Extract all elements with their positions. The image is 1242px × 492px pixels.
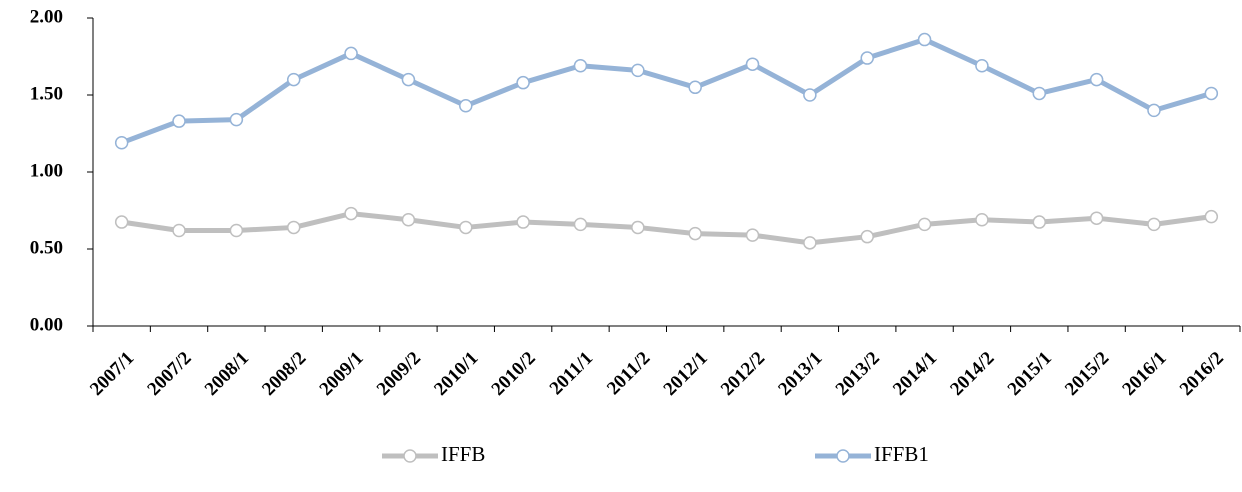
x-tick-label: 2008/2 [258, 348, 310, 400]
point [516, 215, 530, 229]
x-tick-label: 2015/1 [1004, 348, 1056, 400]
point [803, 88, 817, 102]
point [1089, 211, 1104, 225]
point [917, 32, 932, 47]
point [459, 99, 473, 113]
x-tick-label: 2015/2 [1061, 348, 1113, 400]
x-tick-label: 2007/2 [143, 348, 195, 400]
x-tick-label: 2014/2 [946, 348, 998, 400]
x-tick-label: 2012/1 [660, 348, 712, 400]
x-tick-label: 2007/1 [86, 348, 138, 400]
point [1204, 209, 1219, 224]
point [516, 75, 530, 90]
point [573, 58, 588, 73]
x-tick-label: 2010/1 [430, 348, 482, 400]
point [459, 220, 473, 235]
y-tick-label: 2.00 [30, 6, 63, 27]
x-tick-label: 2013/2 [832, 348, 884, 400]
point [229, 112, 244, 127]
y-tick-label: 0.50 [30, 237, 63, 258]
point [688, 80, 702, 95]
series-line [120, 37, 1213, 146]
x-tick-label: 2016/2 [1176, 348, 1228, 400]
x-tick-label: 2010/2 [488, 348, 540, 400]
point [745, 228, 760, 242]
point [860, 51, 874, 65]
point [172, 114, 186, 128]
x-tick-label: 2011/1 [546, 348, 597, 399]
point [803, 236, 817, 250]
x-tick-label: 2014/1 [889, 348, 941, 400]
point [114, 215, 129, 229]
point [401, 72, 416, 87]
series-line [121, 211, 1212, 246]
point [114, 135, 129, 150]
point [172, 223, 186, 238]
point [344, 206, 358, 221]
point [688, 226, 702, 241]
legend-label: IFFB [441, 442, 485, 466]
point [573, 217, 588, 232]
y-tick-label: 0.00 [30, 314, 63, 335]
x-tick-label: 2016/1 [1118, 348, 1170, 400]
point [631, 220, 645, 235]
legend-marker [403, 449, 417, 463]
point [1147, 217, 1161, 232]
point [344, 46, 358, 61]
point [401, 212, 416, 227]
point [631, 63, 645, 78]
point [1032, 86, 1047, 101]
x-tick-label: 2012/2 [717, 348, 769, 400]
point [1147, 103, 1161, 118]
point [860, 229, 874, 244]
point [1089, 72, 1104, 87]
point [1032, 215, 1047, 229]
point [286, 220, 301, 235]
y-tick-label: 1.00 [30, 160, 63, 181]
y-tick-label: 1.50 [30, 83, 63, 104]
legend-marker [836, 449, 850, 463]
x-tick-label: 2011/2 [603, 348, 654, 399]
point [745, 57, 760, 71]
legend-label: IFFB1 [874, 442, 929, 466]
point [917, 217, 932, 232]
point [1204, 86, 1219, 101]
point [975, 58, 989, 73]
x-tick-label: 2009/1 [316, 348, 368, 400]
x-tick-label: 2008/1 [201, 348, 253, 400]
point [286, 72, 301, 87]
x-tick-label: 2013/1 [774, 348, 826, 400]
point [229, 223, 244, 238]
x-tick-label: 2009/2 [373, 348, 425, 400]
point [975, 212, 989, 227]
